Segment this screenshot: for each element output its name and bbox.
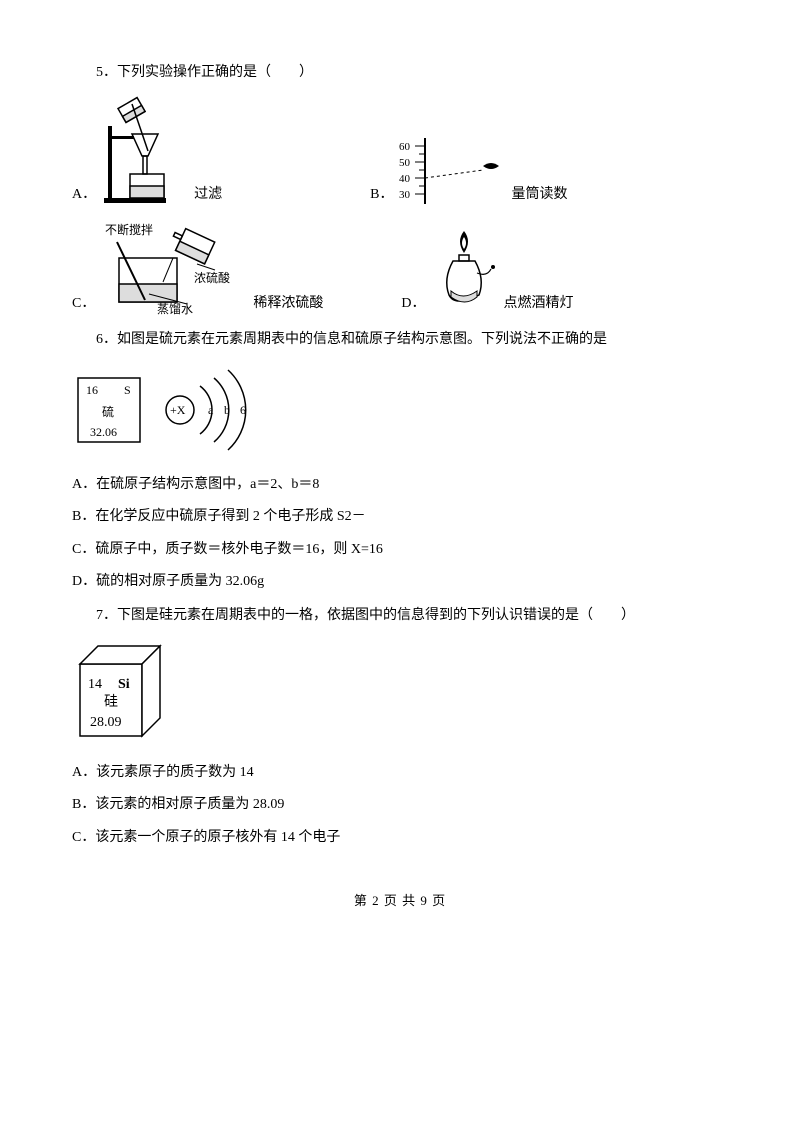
q7-optA: A．该元素原子的质子数为 14	[72, 762, 728, 784]
q6-stem: 6．如图是硫元素在元素周期表中的信息和硫原子结构示意图。下列说法不正确的是	[96, 329, 728, 351]
q6-shell-b: b	[224, 403, 230, 417]
q5-optB: B． 60 50 40 30	[370, 136, 567, 206]
q5-row1: A．	[72, 96, 728, 206]
q5-C-ann-bottom: 蒸馏水	[157, 302, 193, 315]
q6-atom-nucleus: +X	[170, 403, 186, 417]
q6-optC: C．硫原子中，质子数＝核外电子数＝16，则 X=16	[72, 539, 728, 561]
q5-stem: 5．下列实验操作正确的是（ ）	[96, 62, 728, 84]
q5-C-ann-top: 不断搅拌	[105, 222, 153, 237]
q5-A-label: 过滤	[194, 184, 222, 206]
q6-optA: A．在硫原子结构示意图中，a＝2、b＝8	[72, 474, 728, 496]
q6-box-sym: S	[124, 383, 131, 397]
q5-A-figure	[100, 96, 190, 206]
q6-optD: D．硫的相对原子质量为 32.06g	[72, 571, 728, 593]
q6-figure: 16 S 硫 32.06 +X a b 6	[72, 364, 728, 460]
q5-C-letter: C．	[72, 293, 95, 315]
q5-optA: A．	[72, 96, 222, 206]
q5-C-ann-right: 浓硫酸	[194, 270, 230, 285]
q5-optC: C． 不断搅拌	[72, 220, 323, 315]
q5-B-tick40: 40	[399, 173, 411, 185]
q5-C-label: 稀释浓硫酸	[253, 293, 323, 315]
q7-box-sym: Si	[118, 677, 130, 692]
q5-optD: D． 点燃酒精灯	[401, 225, 573, 315]
q5-B-tick60: 60	[399, 141, 411, 153]
q5-row2: C． 不断搅拌	[72, 220, 728, 315]
q7-box-name: 硅	[104, 694, 118, 710]
q6-box-num: 16	[86, 383, 98, 397]
q7-stem: 7．下图是硅元素在周期表中的一格，依据图中的信息得到的下列认识错误的是（ ）	[96, 605, 728, 627]
q7-box-mass: 28.09	[90, 715, 122, 730]
q6-shell-a: a	[208, 403, 214, 417]
q6-shell-6: 6	[240, 403, 246, 417]
q5-C-figure: 不断搅拌 浓硫酸	[99, 220, 249, 315]
q5-B-tick30: 30	[399, 189, 411, 201]
q5-D-label: 点燃酒精灯	[503, 293, 573, 315]
q6-box-mass: 32.06	[90, 425, 117, 439]
q6-box-name: 硫	[102, 404, 114, 419]
q5-B-tick50: 50	[399, 157, 411, 169]
q7-box-num: 14	[88, 677, 102, 692]
page-footer: 第 2 页 共 9 页	[72, 891, 728, 912]
page: 5．下列实验操作正确的是（ ） A．	[0, 0, 800, 942]
q5-B-figure: 60 50 40 30	[397, 136, 507, 206]
q5-B-label: 量筒读数	[511, 184, 567, 206]
q5-B-letter: B．	[370, 184, 393, 206]
q7-figure: 14 Si 硅 28.09	[72, 640, 728, 746]
q5-A-letter: A．	[72, 184, 96, 206]
q7-optC: C．该元素一个原子的原子核外有 14 个电子	[72, 827, 728, 849]
q6-optB: B．在化学反应中硫原子得到 2 个电子形成 S2－	[72, 506, 728, 528]
q5-D-figure	[429, 225, 499, 315]
q7-optB: B．该元素的相对原子质量为 28.09	[72, 794, 728, 816]
q5-D-letter: D．	[401, 293, 425, 315]
